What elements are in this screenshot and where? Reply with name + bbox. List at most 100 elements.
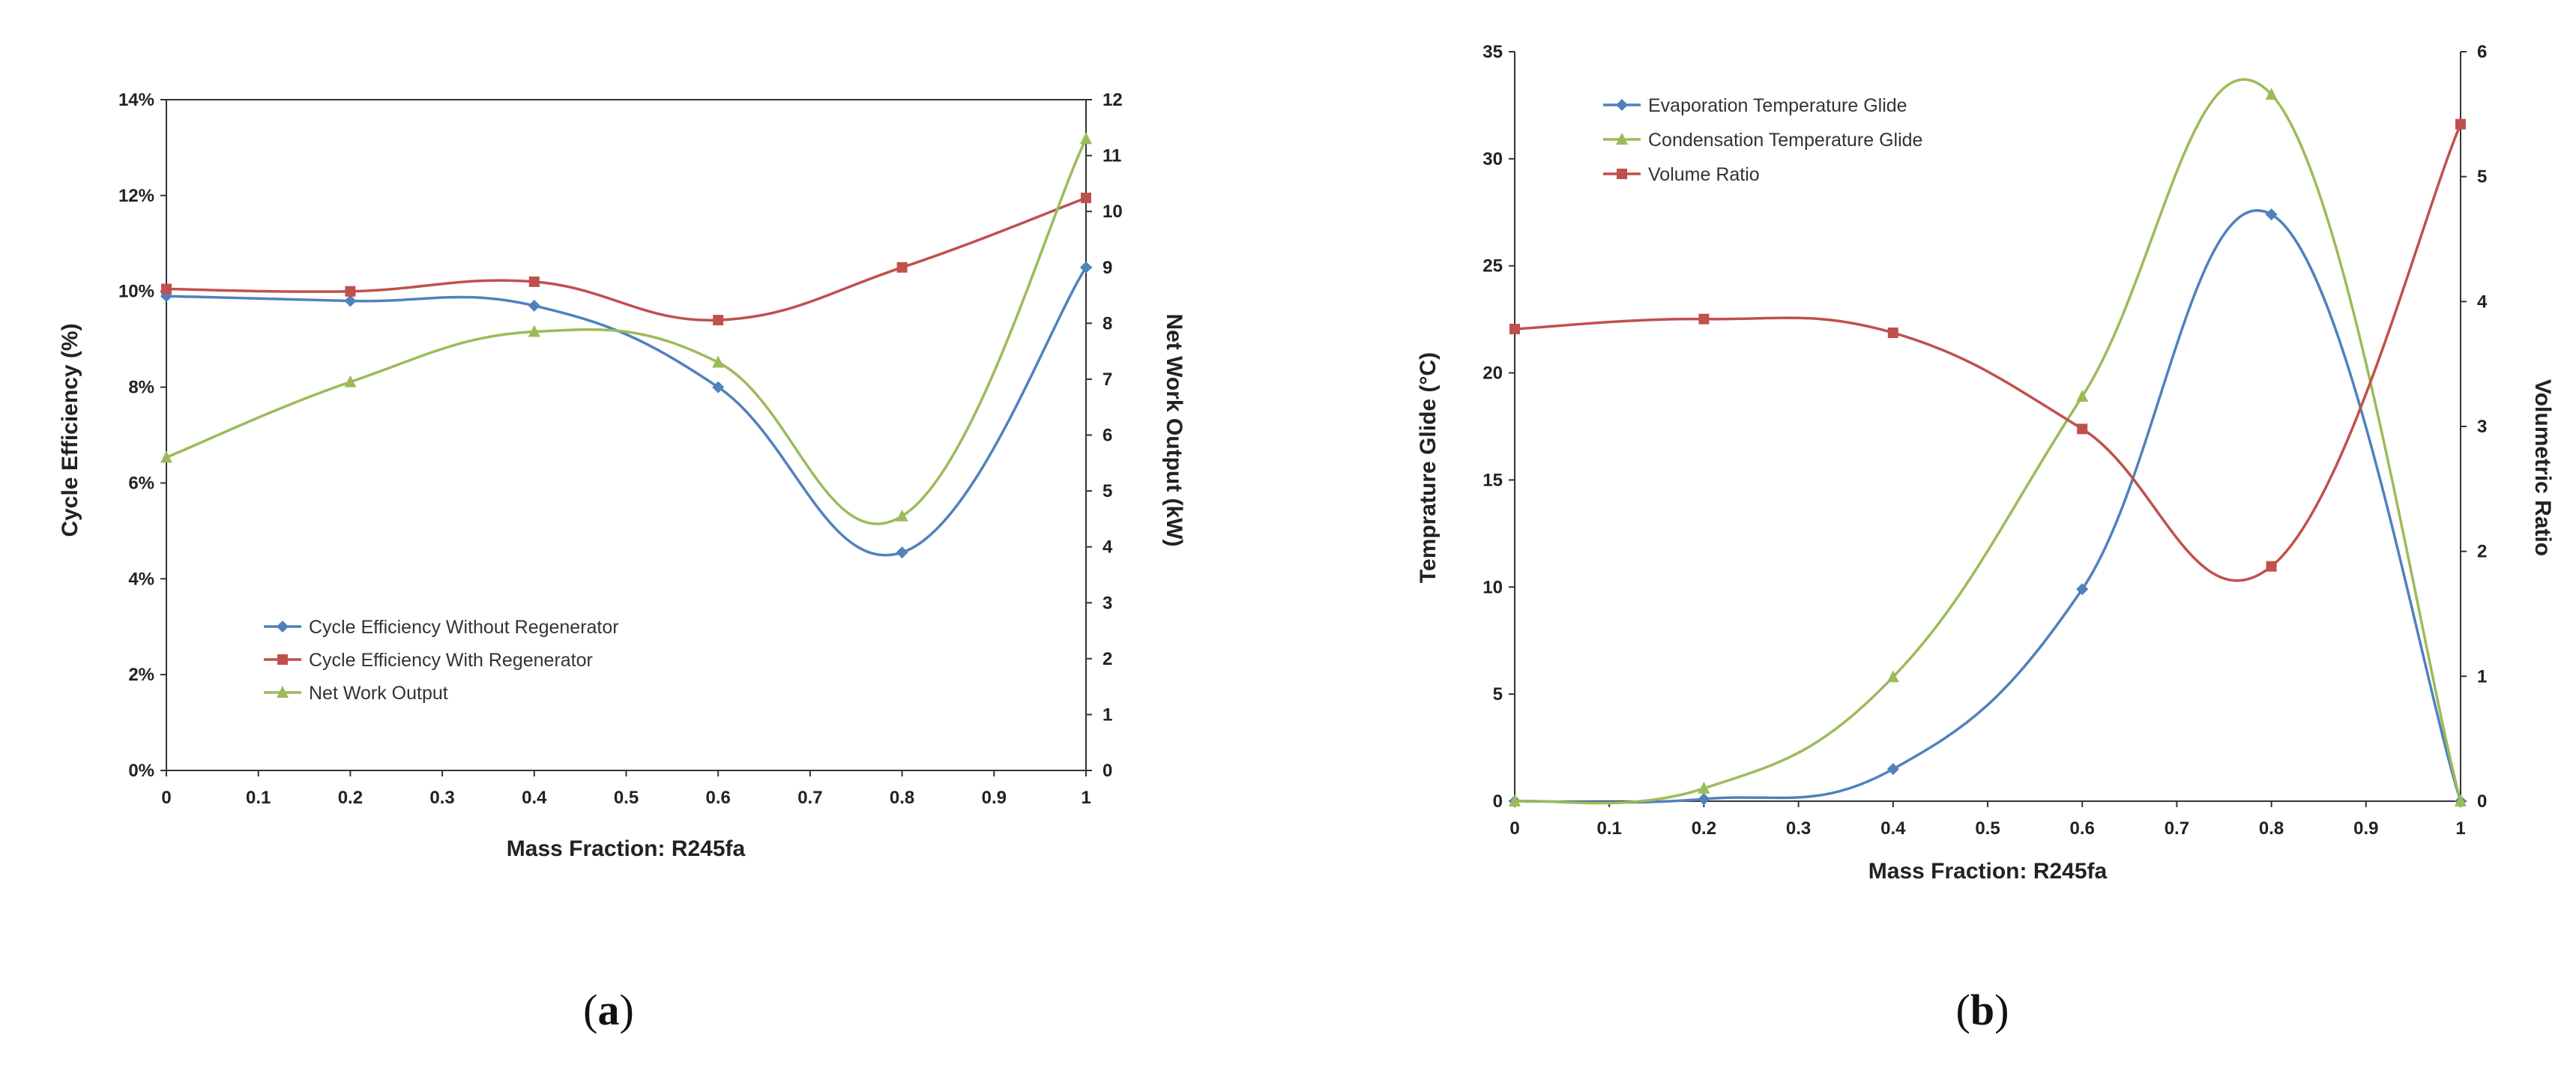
panel-a-y2-tick-label: 7 xyxy=(1103,369,1112,390)
panel-b-y-tick-label: 35 xyxy=(1482,42,1503,62)
panel-a-data-point-cycle-efficiency-with-regenerator xyxy=(345,286,356,297)
panel-b-data-point-evaporation-temperature-glide xyxy=(1886,763,1899,776)
panel-a-legend-marker-cycle-efficiency-without-regenerator xyxy=(277,621,289,633)
panel-b-series-line-evaporation-temperature-glide xyxy=(1514,209,2462,804)
panel-b-y2-tick-label: 3 xyxy=(2477,417,2487,437)
panel-a-x-tick-label: 0.1 xyxy=(246,788,271,808)
panel-b-data-point-volume-ratio xyxy=(1509,324,1520,334)
panel-a-y2-tick-label: 10 xyxy=(1103,202,1123,222)
panel-b-y-tick-label: 25 xyxy=(1482,256,1503,277)
panel-b-legend-marker-condensation-temperature-glide xyxy=(1616,133,1628,145)
panel-a-data-point-cycle-efficiency-without-regenerator xyxy=(712,381,725,393)
panel-b-y-axis-title: Temprature Glide (°C) xyxy=(1416,352,1441,583)
panel-a-legend-marker-net-work-output xyxy=(277,686,289,698)
panel-a-y2-tick-label: 0 xyxy=(1103,761,1112,781)
panel-a-y-axis-title: Cycle Efficiency (%) xyxy=(58,323,82,537)
panel-b-legend-marker-evaporation-temperature-glide xyxy=(1616,99,1628,111)
panel-a-y2-tick-label: 4 xyxy=(1103,537,1113,558)
panel-a-series-line-cycle-efficiency-with-regenerator xyxy=(166,196,1087,322)
panel-b-y-tick-label: 20 xyxy=(1482,363,1503,384)
panel-a-x-tick-label: 1 xyxy=(1081,788,1091,808)
panel-b-x-tick-label: 0 xyxy=(1509,818,1519,839)
panel-a-data-point-net-work-output xyxy=(712,355,725,368)
panel-a-caption: (a) xyxy=(583,986,634,1034)
panel-b-y2-axis-title: Volumetric Ratio xyxy=(2530,379,2555,556)
panel-b-x-tick-label: 0.9 xyxy=(2353,818,2378,839)
panel-b-y2-tick-label: 4 xyxy=(2477,292,2488,312)
panel-a-legend-label-cycle-efficiency-with-regenerator: Cycle Efficiency With Regenerator xyxy=(309,650,593,671)
panel-b-x-tick-label: 0.8 xyxy=(2259,818,2284,839)
panel-b-data-point-evaporation-temperature-glide xyxy=(2076,583,2089,596)
panel-a-y-tick-label: 14% xyxy=(118,90,154,110)
panel-b-y-tick-label: 30 xyxy=(1482,149,1503,169)
panel-b-data-point-volume-ratio xyxy=(2266,561,2277,572)
panel-a-data-point-cycle-efficiency-with-regenerator xyxy=(896,262,908,273)
panel-a-data-point-cycle-efficiency-without-regenerator xyxy=(528,299,540,312)
panel-a-y2-tick-label: 9 xyxy=(1103,258,1112,278)
chart-panel-b: Temprature Glide (°C) Volumetric Ratio M… xyxy=(1416,42,2555,1034)
panel-b-data-point-volume-ratio xyxy=(2077,423,2088,435)
panel-b-data-point-condensation-temperature-glide xyxy=(1698,781,1710,794)
panel-a-data-point-net-work-output xyxy=(344,375,357,387)
panel-b-data-point-condensation-temperature-glide xyxy=(1509,794,1521,806)
panel-a-y-tick-label: 8% xyxy=(128,378,154,398)
panel-a-series-line-cycle-efficiency-without-regenerator xyxy=(166,266,1088,557)
panel-b-data-point-volume-ratio xyxy=(1887,328,1898,338)
panel-a-data-point-cycle-efficiency-without-regenerator xyxy=(344,295,357,307)
panel-b-x-axis-title: Mass Fraction: R245fa xyxy=(1868,859,2108,884)
panel-b-x-tick-label: 0.1 xyxy=(1597,818,1622,839)
panel-b-legend-label-evaporation-temperature-glide: Evaporation Temperature Glide xyxy=(1648,95,1907,116)
panel-b-data-point-condensation-temperature-glide xyxy=(2265,88,2278,100)
panel-a-data-point-net-work-output xyxy=(160,450,172,463)
panel-a-x-tick-label: 0.4 xyxy=(522,788,547,808)
panel-b-caption-letter: b xyxy=(1970,986,1994,1034)
panel-a-data-point-cycle-efficiency-without-regenerator xyxy=(896,546,908,559)
panel-a-series-line-net-work-output xyxy=(166,138,1088,525)
panel-b-x-tick-label: 0.4 xyxy=(1880,818,1906,839)
panel-a-caption-letter: a xyxy=(598,986,620,1034)
panel-a-data-point-net-work-output xyxy=(528,325,540,337)
panel-b-y2-tick-label: 6 xyxy=(2477,42,2487,62)
panel-b-x-tick-label: 0.5 xyxy=(1975,818,2000,839)
panel-a-y-tick-label: 4% xyxy=(128,569,154,589)
panel-a-x-tick-label: 0.2 xyxy=(338,788,363,808)
panel-a-y2-tick-label: 2 xyxy=(1103,649,1112,669)
panel-b-data-point-condensation-temperature-glide xyxy=(2076,390,2089,402)
panel-b-y-tick-label: 10 xyxy=(1482,577,1503,597)
panel-b-legend-label-condensation-temperature-glide: Condensation Temperature Glide xyxy=(1648,130,1922,151)
panel-a-y-tick-label: 2% xyxy=(128,665,154,685)
panel-b-y2-tick-label: 0 xyxy=(2477,791,2487,812)
panel-b-legend-label-volume-ratio: Volume Ratio xyxy=(1648,164,1760,185)
panel-b-y-tick-label: 5 xyxy=(1493,684,1503,705)
panel-a-plot-frame xyxy=(166,99,1087,771)
panel-b-y2-tick-label: 1 xyxy=(2477,666,2487,687)
panel-a-data-point-net-work-output xyxy=(896,509,908,522)
panel-b-x-tick-label: 1 xyxy=(2455,818,2465,839)
panel-a-x-axis-title: Mass Fraction: R245fa xyxy=(507,836,746,861)
panel-a-y2-tick-label: 12 xyxy=(1103,90,1123,110)
panel-b-x-tick-label: 0.3 xyxy=(1786,818,1811,839)
panel-a-legend-label-net-work-output: Net Work Output xyxy=(309,683,448,704)
panel-a-x-tick-label: 0.6 xyxy=(706,788,731,808)
panel-b-data-point-condensation-temperature-glide xyxy=(2455,794,2467,806)
panel-a-data-point-cycle-efficiency-with-regenerator xyxy=(528,276,540,287)
panel-b-series-line-condensation-temperature-glide xyxy=(1514,78,2462,805)
panel-a-legend-label-cycle-efficiency-without-regenerator: Cycle Efficiency Without Regenerator xyxy=(309,617,619,638)
panel-a-y-tick-label: 10% xyxy=(118,282,154,302)
panel-a-y2-tick-label: 5 xyxy=(1103,481,1112,501)
panel-a-data-point-cycle-efficiency-with-regenerator xyxy=(713,315,724,326)
panel-b-data-point-evaporation-temperature-glide xyxy=(1698,793,1710,806)
panel-a-data-point-cycle-efficiency-without-regenerator xyxy=(1080,261,1092,274)
panel-a-legend-marker-cycle-efficiency-with-regenerator xyxy=(277,654,288,665)
panel-a-y2-tick-label: 8 xyxy=(1103,313,1112,334)
panel-b-y-tick-label: 0 xyxy=(1493,791,1503,812)
panel-a-data-point-net-work-output xyxy=(1080,132,1092,145)
panel-a-y2-tick-label: 6 xyxy=(1103,426,1112,446)
panel-b-data-point-volume-ratio xyxy=(1698,313,1710,325)
panel-a-y2-axis-title: Net Work Output (kW) xyxy=(1162,313,1186,546)
panel-a-y-tick-label: 6% xyxy=(128,473,154,493)
panel-a-y-tick-label: 12% xyxy=(118,186,154,206)
panel-a-x-tick-label: 0.7 xyxy=(797,788,822,808)
panel-b-data-point-condensation-temperature-glide xyxy=(1886,670,1899,683)
